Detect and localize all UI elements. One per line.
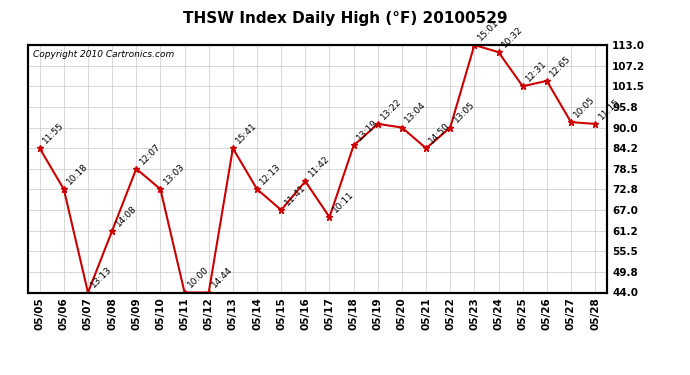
Text: 10:32: 10:32 — [500, 25, 524, 50]
Text: 12:65: 12:65 — [549, 54, 573, 78]
Text: 14:44: 14:44 — [210, 266, 235, 290]
Text: 13:05: 13:05 — [452, 100, 476, 125]
Text: 10:00: 10:00 — [186, 265, 210, 290]
Text: 12:13: 12:13 — [259, 162, 283, 186]
Text: 11:42: 11:42 — [307, 154, 331, 178]
Text: 13:22: 13:22 — [380, 97, 404, 121]
Text: 11:41: 11:41 — [283, 183, 307, 207]
Text: 13:04: 13:04 — [404, 100, 428, 125]
Text: 11:15: 11:15 — [597, 96, 621, 121]
Text: 14:08: 14:08 — [114, 204, 138, 228]
Text: 15:41: 15:41 — [235, 121, 259, 146]
Text: 14:50: 14:50 — [428, 121, 452, 146]
Text: 12:31: 12:31 — [524, 59, 549, 84]
Text: 13:13: 13:13 — [90, 265, 114, 290]
Text: 13:19: 13:19 — [355, 118, 380, 142]
Text: 10:11: 10:11 — [331, 190, 355, 214]
Text: 10:18: 10:18 — [66, 162, 90, 186]
Text: 11:55: 11:55 — [41, 121, 66, 146]
Text: 12:07: 12:07 — [138, 141, 162, 166]
Text: THSW Index Daily High (°F) 20100529: THSW Index Daily High (°F) 20100529 — [183, 11, 507, 26]
Text: 10:05: 10:05 — [573, 94, 597, 119]
Text: Copyright 2010 Cartronics.com: Copyright 2010 Cartronics.com — [33, 50, 175, 59]
Text: 15:01: 15:01 — [476, 18, 500, 42]
Text: 13:03: 13:03 — [162, 162, 186, 186]
